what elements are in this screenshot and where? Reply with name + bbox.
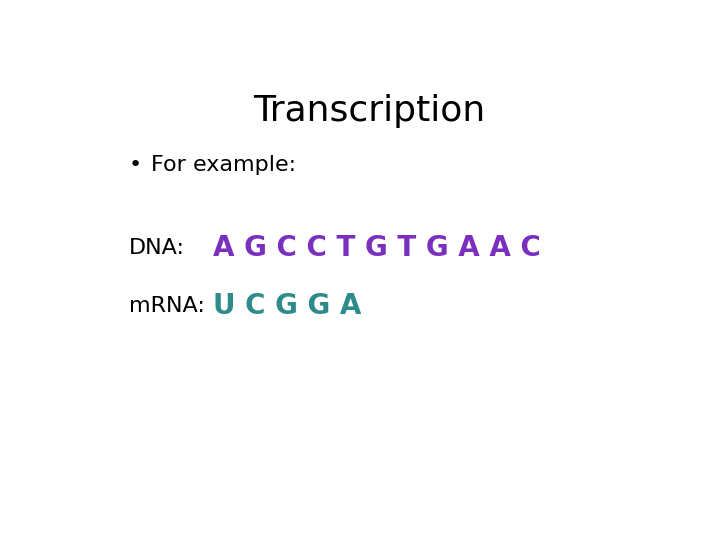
Text: •: • <box>129 154 143 174</box>
Text: A G C C T G T G A A C: A G C C T G T G A A C <box>213 234 541 262</box>
Text: mRNA:: mRNA: <box>129 296 205 316</box>
Text: Transcription: Transcription <box>253 94 485 128</box>
Text: For example:: For example: <box>151 154 297 174</box>
Text: DNA:: DNA: <box>129 238 185 258</box>
Text: U C G G A: U C G G A <box>213 292 361 320</box>
